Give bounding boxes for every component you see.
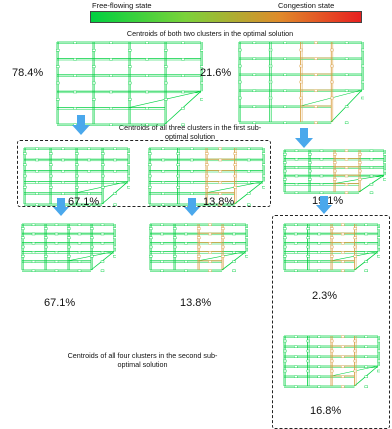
- state-color-bar: [90, 11, 362, 23]
- caption-second-suboptimal: Centroids of all four clusters in the se…: [67, 351, 218, 369]
- network-panel-s1-b: [147, 146, 265, 206]
- network-panel-opt-a: [55, 40, 203, 126]
- network-panel-s1-a: [22, 146, 130, 206]
- down-arrow-icon: [295, 128, 313, 148]
- first-suboptimal-group-box: [17, 140, 271, 207]
- down-arrow-icon: [53, 198, 69, 216]
- legend-congestion-label: Congestion state: [278, 1, 335, 10]
- network-panel-opt-b: [237, 40, 364, 124]
- percent-s1-b: 13.8%: [203, 196, 235, 208]
- network-panel-s2-d: [282, 334, 380, 388]
- network-panel-s1-c: [282, 148, 386, 194]
- percent-opt-a: 78.4%: [12, 67, 44, 79]
- percent-s2-c: 2.3%: [312, 290, 338, 302]
- network-panel-s2-b: [148, 222, 248, 272]
- percent-s2-a: 67.1%: [44, 297, 76, 309]
- percent-s2-d: 16.8%: [310, 405, 342, 417]
- percent-opt-b: 21.6%: [200, 67, 232, 79]
- network-panel-s2-c: [282, 222, 380, 272]
- percent-s1-a: 67.1%: [68, 196, 100, 208]
- down-arrow-icon: [72, 115, 90, 135]
- caption-optimal: Centroids of both two clusters in the op…: [126, 29, 294, 38]
- caption-first-suboptimal: Centroids of all three clusters in the f…: [118, 123, 262, 141]
- down-arrow-icon: [184, 198, 200, 216]
- network-panel-s2-a: [20, 222, 116, 272]
- down-arrow-icon: [316, 196, 332, 214]
- legend-free-label: Free-flowing state: [92, 1, 152, 10]
- percent-s2-b: 13.8%: [180, 297, 212, 309]
